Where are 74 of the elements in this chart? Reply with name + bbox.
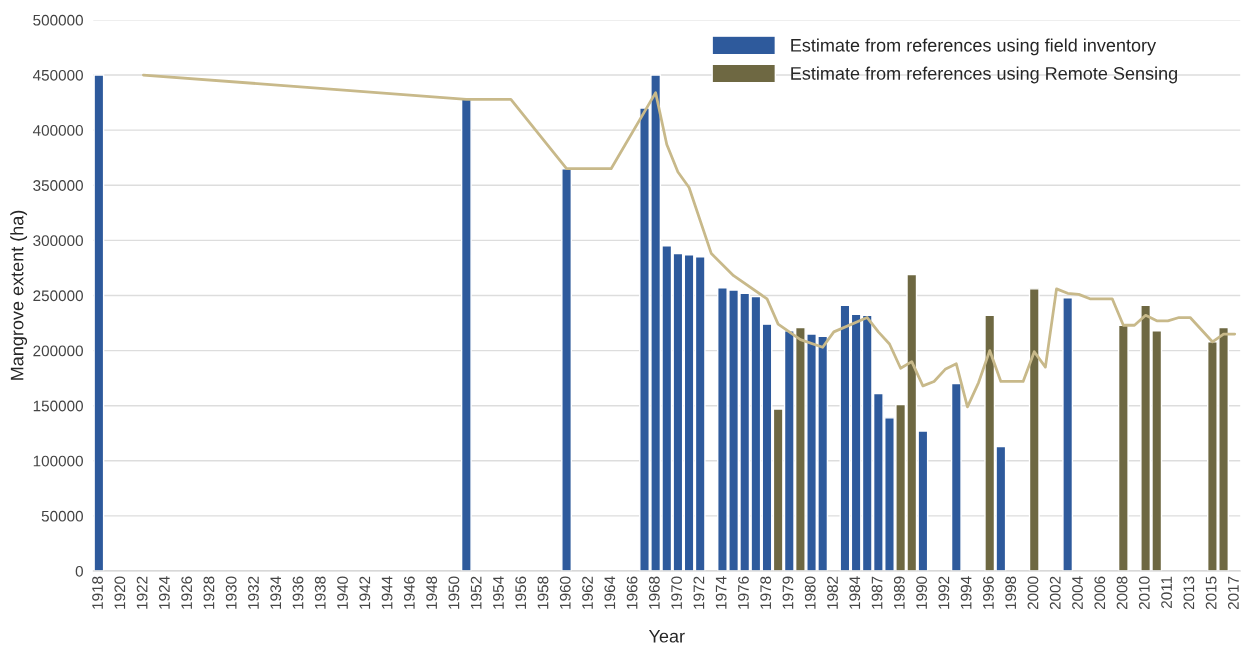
x-tick-label: 2002 <box>1049 576 1061 610</box>
x-tick-label: 1987 <box>871 576 883 609</box>
y-tick-label: 200000 <box>33 345 83 357</box>
x-tick-label: 1984 <box>849 576 861 609</box>
x-tick-label: 1934 <box>270 576 282 609</box>
x-tick-label: 1990 <box>916 576 927 609</box>
x-axis-title: Year <box>648 629 685 643</box>
x-tick-label: 2011 <box>1161 576 1172 608</box>
bar <box>561 168 572 572</box>
x-tick-label: 1978 <box>760 576 772 609</box>
y-tick-label: 100000 <box>33 455 83 467</box>
x-tick-label: 1966 <box>626 576 638 609</box>
y-tick-label: 50000 <box>41 510 83 522</box>
legend-label: Estimate from references using Remote Sensing <box>791 66 1177 84</box>
x-tick-label: 2004 <box>1072 576 1083 610</box>
x-tick-label: 1954 <box>493 576 504 609</box>
x-tick-label: 1992 <box>938 576 950 609</box>
x-tick-label: 1950 <box>448 576 460 609</box>
x-tick-label: 1972 <box>693 576 705 609</box>
x-tick-label: 1942 <box>359 576 371 609</box>
x-tick-label: 1982 <box>827 576 838 609</box>
x-tick-label: 1948 <box>426 576 438 609</box>
y-tick-label: 0 <box>75 565 83 577</box>
x-tick-label: 1952 <box>470 576 482 609</box>
x-tick-label: 2006 <box>1094 576 1106 610</box>
x-tick-label: 2017 <box>1227 576 1239 610</box>
x-tick-label: 1932 <box>248 576 259 609</box>
x-tick-label: 1989 <box>893 576 905 609</box>
x-tick-label: 1922 <box>136 576 148 609</box>
y-tick-label: 150000 <box>33 400 83 412</box>
x-tick-label: 1964 <box>604 576 616 609</box>
bar <box>1117 324 1129 572</box>
bar <box>460 98 472 572</box>
x-tick-label: 2015 <box>1205 576 1217 610</box>
x-tick-label: 1970 <box>671 576 683 609</box>
x-tick-label: 1926 <box>181 576 193 609</box>
x-tick-label: 2000 <box>1027 576 1039 610</box>
x-tick-label: 1962 <box>582 576 593 609</box>
y-axis-title: Mangrove extent (ha) <box>10 210 28 380</box>
bar <box>1062 296 1074 572</box>
x-tick-label: 1940 <box>337 576 348 609</box>
x-tick-label: 1979 <box>782 576 794 609</box>
bar <box>1028 288 1040 572</box>
x-tick-label: 1930 <box>225 576 237 609</box>
x-tick-label: 1974 <box>715 576 727 609</box>
x-tick-label: 1996 <box>983 576 994 609</box>
x-tick-label: 2008 <box>1116 576 1128 610</box>
y-tick-label: 450000 <box>32 69 83 81</box>
x-tick-label: 1958 <box>537 576 549 609</box>
x-tick-label: 1920 <box>114 576 126 609</box>
x-tick-label: 1994 <box>960 576 972 609</box>
x-tick-label: 1944 <box>381 576 393 609</box>
bar <box>950 382 962 572</box>
x-tick-label: 1980 <box>804 576 816 609</box>
x-tick-label: 1928 <box>203 576 215 609</box>
y-tick-label: 250000 <box>33 290 83 302</box>
x-tick-label: 1968 <box>648 576 660 609</box>
y-tick-label: 500000 <box>33 14 83 26</box>
x-tick-label: 1918 <box>92 576 103 609</box>
x-tick-label: 1998 <box>1005 576 1017 609</box>
x-tick-label: 1976 <box>738 576 749 609</box>
bar <box>93 74 105 572</box>
x-tick-label: 1946 <box>403 576 415 609</box>
legend-label: Estimate from references using field inventory <box>791 38 1157 56</box>
x-tick-label: 1936 <box>292 576 304 609</box>
x-tick-label: 2010 <box>1138 576 1150 610</box>
y-tick-label: 400000 <box>32 125 83 136</box>
y-tick-label: 300000 <box>33 235 83 247</box>
x-tick-label: 1924 <box>158 576 170 609</box>
x-tick-label: 1938 <box>314 576 326 609</box>
x-tick-label: 2013 <box>1183 576 1195 610</box>
x-tick-label: 1956 <box>515 576 527 609</box>
x-tick-label: 1960 <box>559 576 571 609</box>
y-tick-label: 350000 <box>33 180 83 191</box>
